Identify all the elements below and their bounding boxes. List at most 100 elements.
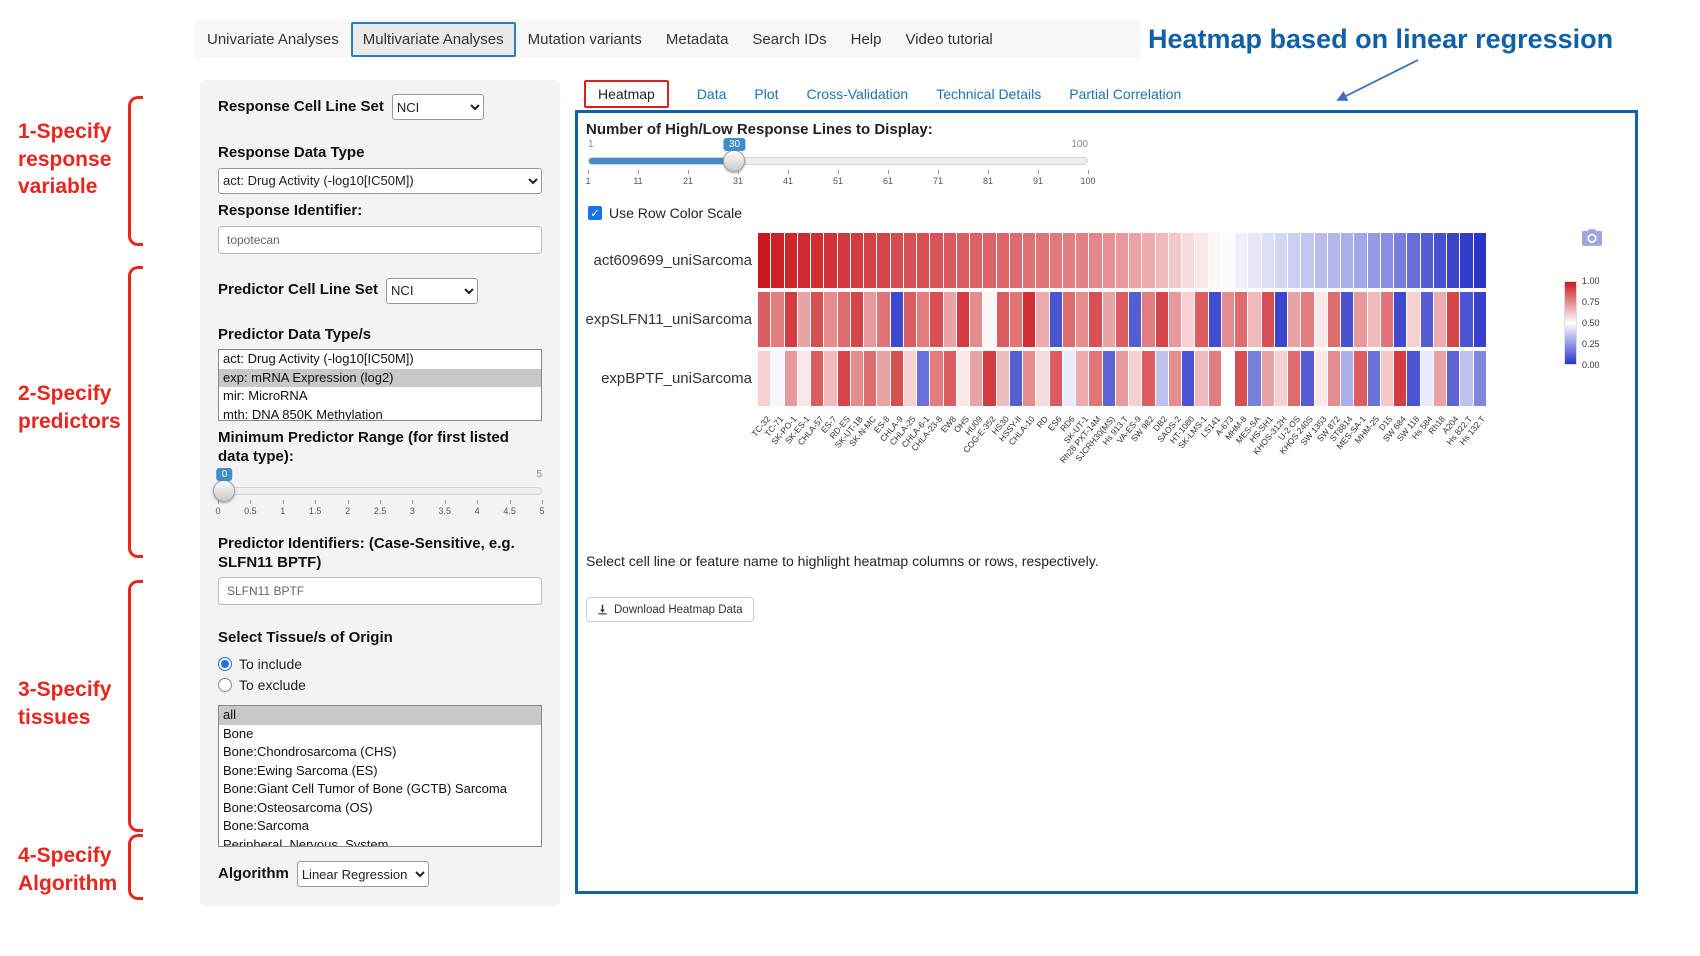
heatmap-cell[interactable] <box>824 233 837 288</box>
heatmap-cell[interactable] <box>1009 233 1022 288</box>
heatmap-cell[interactable] <box>1195 292 1208 347</box>
list-option-bone-ewing-sarcoma-es[interactable]: Bone:Ewing Sarcoma (ES) <box>223 762 378 778</box>
predictor-identifiers-input[interactable] <box>218 577 542 606</box>
heatmap-cell[interactable] <box>1288 292 1301 347</box>
heatmap-cell[interactable] <box>1447 233 1460 288</box>
heatmap-cell[interactable] <box>1261 292 1274 347</box>
heatmap-cell[interactable] <box>890 292 903 347</box>
heatmap-cell[interactable] <box>1354 351 1367 406</box>
heatmap-cell[interactable] <box>956 351 969 406</box>
heatmap-cell[interactable] <box>1076 351 1089 406</box>
heatmap-cell[interactable] <box>1288 233 1301 288</box>
heatmap-cell[interactable] <box>1036 233 1049 288</box>
tissue-exclude-radio[interactable]: To exclude <box>218 677 542 693</box>
heatmap-cell[interactable] <box>797 351 810 406</box>
heatmap-cell[interactable] <box>1274 233 1287 288</box>
nav-tab-multivariate-analyses[interactable]: Multivariate Analyses <box>350 21 516 57</box>
slider-track[interactable] <box>588 157 1088 165</box>
list-option-mth-dna-850k-methylation[interactable]: mth: DNA 850K Methylation <box>223 406 383 422</box>
heatmap-cell[interactable] <box>903 351 916 406</box>
heatmap-cell[interactable] <box>996 351 1009 406</box>
heatmap-cell[interactable] <box>1407 233 1420 288</box>
nav-tab-univariate-analyses[interactable]: Univariate Analyses <box>207 30 339 48</box>
heatmap-cell[interactable] <box>1274 351 1287 406</box>
heatmap-cell[interactable] <box>1049 233 1062 288</box>
heatmap-cell[interactable] <box>1115 292 1128 347</box>
heatmap-cell[interactable] <box>983 233 996 288</box>
tissue-include-radio[interactable]: To include <box>218 656 542 672</box>
heatmap-cell[interactable] <box>1367 233 1380 288</box>
heatmap-cell[interactable] <box>1155 351 1168 406</box>
heatmap-cell[interactable] <box>1314 292 1327 347</box>
heatmap-cell[interactable] <box>1062 233 1075 288</box>
heatmap-cell[interactable] <box>1062 292 1075 347</box>
algorithm-select[interactable]: Linear Regression <box>296 861 429 887</box>
heatmap-cell[interactable] <box>983 351 996 406</box>
nav-tab-search-ids[interactable]: Search IDs <box>752 30 827 48</box>
heatmap-cell[interactable] <box>1102 233 1115 288</box>
heatmap-cell[interactable] <box>1261 351 1274 406</box>
heatmap-cell[interactable] <box>1248 233 1261 288</box>
heatmap-cell[interactable] <box>1460 292 1473 347</box>
heatmap-cell[interactable] <box>1367 292 1380 347</box>
response-identifier-input[interactable] <box>218 225 542 254</box>
heatmap-cell[interactable] <box>1208 351 1221 406</box>
heatmap-cell[interactable] <box>1473 351 1486 406</box>
heatmap-cell[interactable] <box>1009 292 1022 347</box>
heatmap-cell[interactable] <box>1142 351 1155 406</box>
heatmap-cell[interactable] <box>1447 292 1460 347</box>
heatmap-cell[interactable] <box>1235 233 1248 288</box>
heatmap-cell[interactable] <box>1407 351 1420 406</box>
heatmap-cell[interactable] <box>1089 292 1102 347</box>
heatmap-cell[interactable] <box>1076 292 1089 347</box>
heatmap-cell[interactable] <box>1407 292 1420 347</box>
heatmap-cell[interactable] <box>1195 233 1208 288</box>
heatmap-cell[interactable] <box>1182 351 1195 406</box>
heatmap-cell[interactable] <box>824 351 837 406</box>
heatmap-cell[interactable] <box>1208 292 1221 347</box>
heatmap-cell[interactable] <box>1394 292 1407 347</box>
tab-partial-correlation[interactable]: Partial Correlation <box>1069 86 1182 102</box>
heatmap-cell[interactable] <box>1115 233 1128 288</box>
tab-heatmap[interactable]: Heatmap <box>584 80 669 108</box>
nav-tab-metadata[interactable]: Metadata <box>665 30 729 48</box>
list-option-bone[interactable]: Bone <box>223 725 254 741</box>
heatmap-cell[interactable] <box>1062 351 1075 406</box>
heatmap-cell[interactable] <box>1473 233 1486 288</box>
heatmap-cell[interactable] <box>1301 351 1314 406</box>
heatmap-cell[interactable] <box>930 292 943 347</box>
heatmap-cell[interactable] <box>758 351 771 406</box>
list-option-exp-mrna-expression-log2[interactable]: exp: mRNA Expression (log2) <box>219 368 541 388</box>
heatmap-cell[interactable] <box>1473 292 1486 347</box>
heatmap-cell[interactable] <box>797 292 810 347</box>
list-option-bone-sarcoma[interactable]: Bone:Sarcoma <box>223 818 309 833</box>
heatmap-cell[interactable] <box>1089 351 1102 406</box>
heatmap-cell[interactable] <box>1142 292 1155 347</box>
heatmap-cell[interactable] <box>797 233 810 288</box>
heatmap-cell[interactable] <box>1168 292 1181 347</box>
heatmap-cell[interactable] <box>771 351 784 406</box>
heatmap-cell[interactable] <box>864 233 877 288</box>
predictor-cell-line-set-select[interactable]: NCI <box>386 277 479 304</box>
heatmap-cell[interactable] <box>1129 351 1142 406</box>
heatmap-cell[interactable] <box>850 351 863 406</box>
heatmap-cell[interactable] <box>1248 351 1261 406</box>
heatmap-cell[interactable] <box>1049 351 1062 406</box>
heatmap-cell[interactable] <box>1142 233 1155 288</box>
heatmap-cell[interactable] <box>1367 351 1380 406</box>
slider-handle[interactable] <box>723 150 746 172</box>
nav-tab-help[interactable]: Help <box>850 30 882 48</box>
heatmap-cell[interactable] <box>1129 292 1142 347</box>
heatmap-cell[interactable] <box>1314 233 1327 288</box>
heatmap-cell[interactable] <box>1354 233 1367 288</box>
heatmap-cell[interactable] <box>1102 292 1115 347</box>
response-data-type-select[interactable]: act: Drug Activity (-log10[IC50M]) <box>218 167 542 194</box>
heatmap-cell[interactable] <box>983 292 996 347</box>
heatmap-cell[interactable] <box>1235 351 1248 406</box>
heatmap-cell[interactable] <box>877 292 890 347</box>
heatmap-cell[interactable] <box>877 351 890 406</box>
heatmap-cell[interactable] <box>943 233 956 288</box>
list-option-mir-microrna[interactable]: mir: MicroRNA <box>223 388 308 404</box>
list-option-act-drug-activity-log10-ic50m[interactable]: act: Drug Activity (-log10[IC50M]) <box>223 351 414 367</box>
heatmap-cell[interactable] <box>1354 292 1367 347</box>
